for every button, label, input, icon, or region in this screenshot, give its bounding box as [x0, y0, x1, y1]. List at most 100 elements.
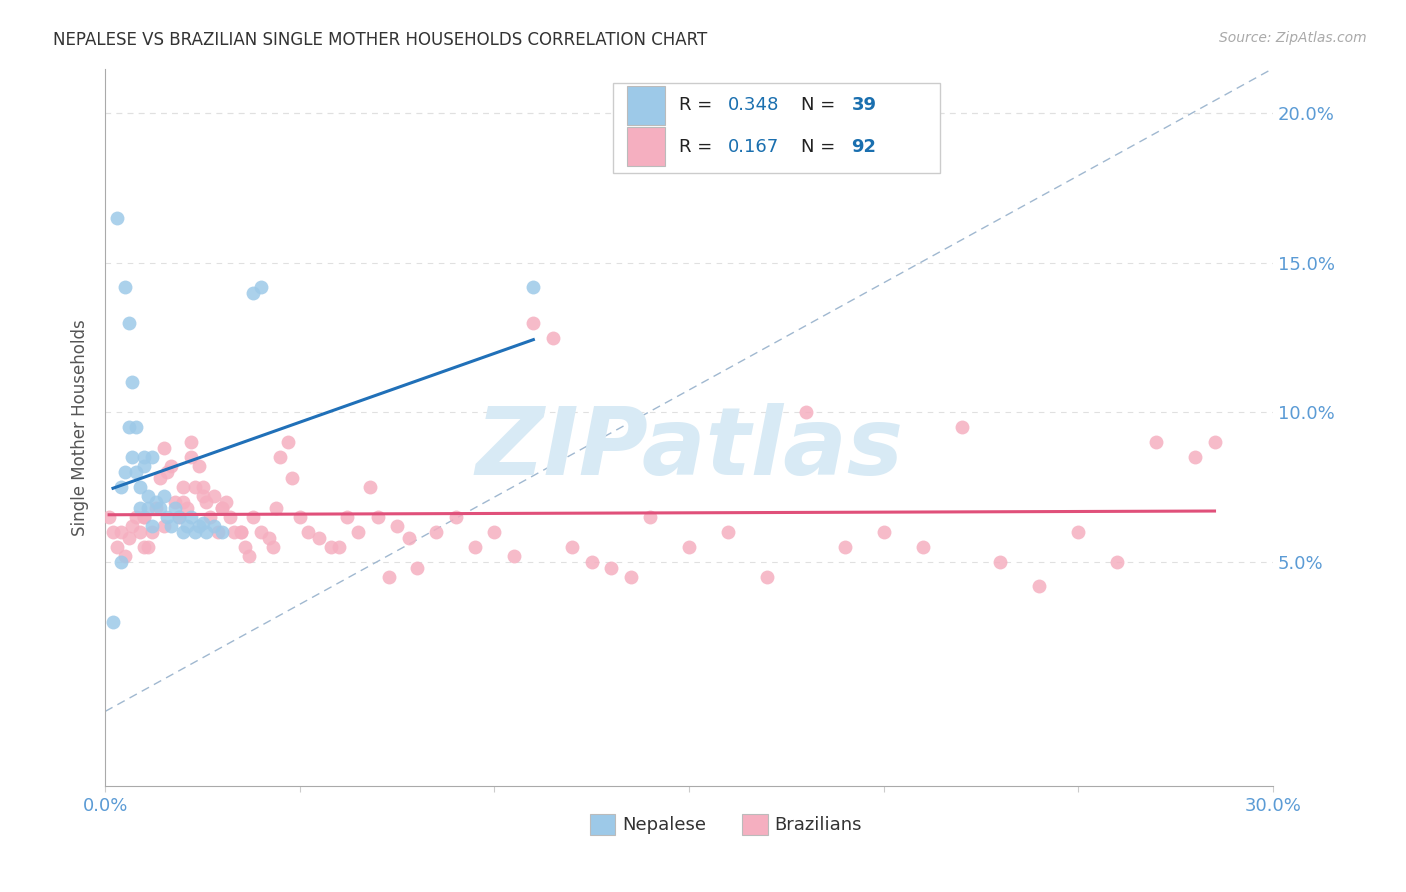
- Point: [101, 615, 124, 629]
- Text: 39: 39: [852, 96, 876, 114]
- Point: [308, 531, 330, 545]
- FancyBboxPatch shape: [627, 127, 665, 166]
- Point: [541, 331, 564, 345]
- Point: [129, 480, 152, 494]
- Point: [160, 459, 183, 474]
- Point: [269, 450, 291, 465]
- Point: [503, 549, 526, 563]
- Point: [398, 531, 420, 545]
- Point: [620, 570, 643, 584]
- Point: [872, 524, 894, 539]
- Point: [250, 524, 273, 539]
- Point: [134, 540, 156, 554]
- Point: [328, 540, 350, 554]
- Point: [125, 465, 148, 479]
- Point: [378, 570, 401, 584]
- FancyBboxPatch shape: [613, 83, 941, 172]
- Point: [165, 495, 187, 509]
- Point: [195, 524, 218, 539]
- Point: [110, 524, 132, 539]
- Text: R =: R =: [679, 96, 717, 114]
- Point: [105, 540, 128, 554]
- Point: [191, 480, 214, 494]
- Point: [262, 540, 284, 554]
- Text: Nepalese: Nepalese: [623, 816, 706, 834]
- Point: [114, 280, 136, 294]
- Point: [191, 489, 214, 503]
- Text: 92: 92: [852, 138, 876, 156]
- Point: [184, 480, 207, 494]
- Point: [347, 524, 370, 539]
- Point: [215, 495, 238, 509]
- Point: [187, 459, 209, 474]
- Point: [165, 501, 187, 516]
- Point: [156, 465, 179, 479]
- Point: [581, 555, 603, 569]
- Point: [167, 510, 190, 524]
- Point: [191, 516, 214, 530]
- Point: [134, 459, 156, 474]
- Text: Source: ZipAtlas.com: Source: ZipAtlas.com: [1219, 31, 1367, 45]
- Point: [114, 549, 136, 563]
- Point: [990, 555, 1012, 569]
- Point: [266, 501, 288, 516]
- Point: [156, 510, 179, 524]
- Point: [176, 519, 198, 533]
- Point: [134, 510, 156, 524]
- Point: [367, 510, 389, 524]
- Text: N =: N =: [801, 138, 841, 156]
- Text: ZIPatlas: ZIPatlas: [475, 403, 903, 495]
- Point: [1184, 450, 1206, 465]
- Point: [600, 561, 623, 575]
- Point: [231, 524, 253, 539]
- Point: [950, 420, 973, 434]
- Point: [211, 501, 233, 516]
- Point: [149, 501, 172, 516]
- Point: [359, 480, 381, 494]
- Point: [136, 501, 159, 516]
- Point: [385, 519, 408, 533]
- Point: [200, 510, 222, 524]
- Point: [172, 524, 194, 539]
- Point: [242, 285, 264, 300]
- Text: Brazilians: Brazilians: [775, 816, 862, 834]
- Point: [522, 280, 544, 294]
- Point: [141, 524, 163, 539]
- Point: [121, 376, 143, 390]
- Point: [167, 510, 190, 524]
- Point: [105, 211, 128, 225]
- Point: [136, 540, 159, 554]
- Point: [141, 519, 163, 533]
- Point: [1204, 435, 1226, 450]
- Point: [172, 495, 194, 509]
- Point: [222, 524, 245, 539]
- Point: [110, 480, 132, 494]
- Point: [117, 531, 139, 545]
- Point: [180, 450, 202, 465]
- Point: [195, 495, 218, 509]
- Point: [202, 519, 225, 533]
- Point: [717, 524, 740, 539]
- Y-axis label: Single Mother Households: Single Mother Households: [72, 319, 89, 536]
- Point: [141, 450, 163, 465]
- Point: [911, 540, 934, 554]
- Point: [1144, 435, 1167, 450]
- Point: [125, 420, 148, 434]
- Point: [211, 524, 233, 539]
- Point: [484, 524, 506, 539]
- Text: 0.348: 0.348: [727, 96, 779, 114]
- Point: [1067, 524, 1090, 539]
- Point: [110, 555, 132, 569]
- Point: [297, 524, 319, 539]
- Point: [464, 540, 486, 554]
- Point: [136, 489, 159, 503]
- Point: [184, 524, 207, 539]
- Point: [145, 495, 167, 509]
- Point: [207, 524, 229, 539]
- Point: [335, 510, 357, 524]
- Point: [98, 510, 121, 524]
- Point: [101, 524, 124, 539]
- Point: [202, 489, 225, 503]
- Point: [288, 510, 311, 524]
- Point: [250, 280, 273, 294]
